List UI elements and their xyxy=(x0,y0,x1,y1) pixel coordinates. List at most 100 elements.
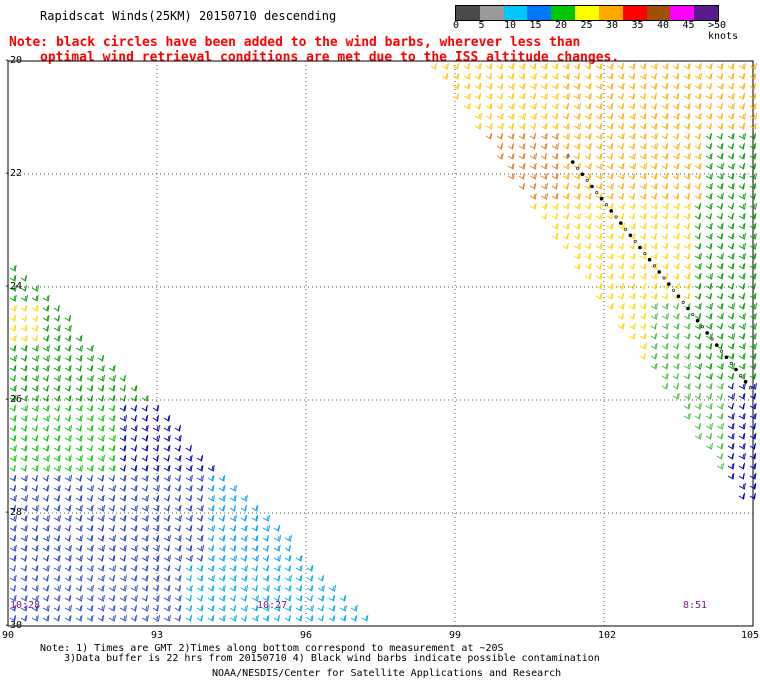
contamination-circle xyxy=(570,160,575,164)
wind-barb xyxy=(595,122,603,130)
wind-barb xyxy=(639,262,647,270)
wind-barb xyxy=(694,222,701,230)
lat-label: -20 xyxy=(4,55,23,66)
lat-label: -30 xyxy=(4,620,23,631)
wind-barb xyxy=(738,382,746,390)
lon-label: 90 xyxy=(2,630,15,641)
wind-barb xyxy=(218,564,226,572)
wind-barb xyxy=(749,382,757,390)
wind-barb xyxy=(683,412,691,420)
time-label-2: 10:27 xyxy=(257,600,288,611)
wind-barb xyxy=(683,362,691,370)
wind-barb xyxy=(9,604,17,612)
wind-barb xyxy=(694,172,702,180)
contamination-circle xyxy=(585,178,589,182)
wind-barb xyxy=(694,312,702,320)
wind-barb xyxy=(9,364,17,372)
wind-barb xyxy=(141,534,149,542)
wind-barb xyxy=(262,534,269,542)
wind-barb xyxy=(595,182,603,190)
wind-barb xyxy=(240,544,248,552)
wind-barb xyxy=(9,314,16,322)
wind-barb xyxy=(606,132,613,140)
wind-barb xyxy=(738,122,746,130)
wind-barb xyxy=(650,302,658,310)
wind-barb xyxy=(573,192,581,200)
wind-barb xyxy=(53,484,61,492)
wind-barb xyxy=(749,132,757,140)
wind-barb xyxy=(196,524,204,532)
wind-barb xyxy=(141,504,149,512)
wind-barb xyxy=(628,282,636,290)
wind-barb xyxy=(97,614,105,622)
wind-barb xyxy=(727,272,735,280)
wind-barb xyxy=(507,72,515,80)
wind-barb xyxy=(229,494,237,502)
wind-barb xyxy=(463,72,471,80)
wind-barb xyxy=(639,302,647,310)
wind-barb xyxy=(284,594,292,602)
wind-barb xyxy=(683,92,691,100)
wind-barb xyxy=(529,72,537,80)
contamination-circle xyxy=(590,184,594,189)
wind-barb xyxy=(97,534,105,542)
wind-barb xyxy=(661,122,669,130)
wind-barb xyxy=(64,444,71,452)
wind-barb xyxy=(562,62,570,70)
wind-barb xyxy=(518,122,526,130)
wind-barb xyxy=(64,454,72,462)
contamination-markers xyxy=(566,154,752,390)
wind-barb xyxy=(738,102,746,110)
wind-barb xyxy=(628,272,636,280)
wind-barb xyxy=(163,564,171,572)
wind-barb xyxy=(540,72,548,80)
wind-barb xyxy=(716,282,724,290)
wind-barb xyxy=(20,524,28,532)
wind-barb xyxy=(119,584,127,592)
wind-barb xyxy=(628,72,636,80)
wind-barb xyxy=(672,302,679,310)
wind-barb xyxy=(749,272,757,280)
wind-barb xyxy=(573,112,581,120)
wind-barb xyxy=(53,304,60,312)
wind-barb xyxy=(562,112,570,120)
wind-barb xyxy=(562,212,570,220)
wind-barb xyxy=(694,212,702,220)
wind-barb xyxy=(606,122,614,130)
wind-barb xyxy=(108,594,116,602)
wind-barb xyxy=(496,72,504,80)
wind-barb xyxy=(174,504,182,512)
contamination-circle xyxy=(743,379,748,384)
wind-barb xyxy=(97,494,105,502)
wind-barb xyxy=(672,352,680,360)
wind-barb xyxy=(738,282,746,290)
wind-barb xyxy=(661,332,669,340)
wind-barb xyxy=(496,102,503,110)
wind-barb xyxy=(119,394,126,402)
wind-barb xyxy=(20,414,28,422)
wind-barb xyxy=(650,332,658,340)
wind-barb xyxy=(119,384,126,392)
wind-barb xyxy=(672,112,680,120)
wind-barb xyxy=(584,252,592,260)
wind-barb xyxy=(507,162,515,170)
wind-barb xyxy=(573,122,581,130)
wind-barb xyxy=(738,252,746,260)
wind-barb xyxy=(75,344,84,352)
wind-barb xyxy=(130,534,138,542)
wind-barb xyxy=(64,494,72,502)
wind-barb xyxy=(650,292,658,300)
wind-barb xyxy=(716,272,724,280)
wind-barb xyxy=(152,494,160,502)
wind-barb xyxy=(42,564,50,572)
wind-barb xyxy=(53,564,61,572)
wind-barb xyxy=(86,454,94,462)
wind-barb xyxy=(174,444,181,452)
wind-barb xyxy=(518,112,527,120)
wind-barb xyxy=(75,524,83,532)
lon-label: 102 xyxy=(598,630,617,641)
wind-barb xyxy=(97,384,105,392)
wind-barb xyxy=(551,112,559,120)
wind-barb xyxy=(661,102,669,110)
wind-barb xyxy=(617,322,625,330)
